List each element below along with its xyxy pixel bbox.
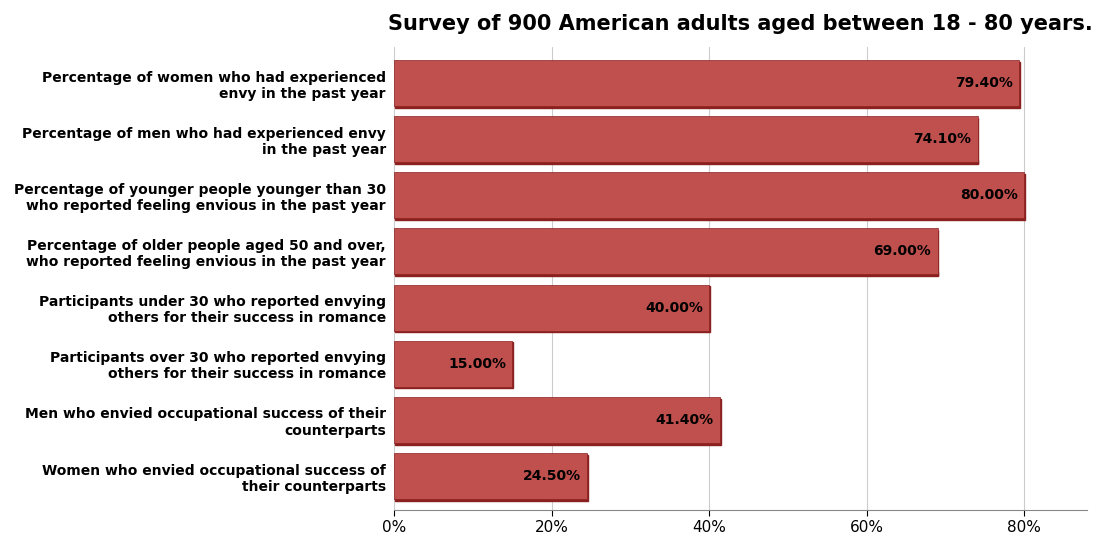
Bar xyxy=(394,397,720,443)
Text: 74.10%: 74.10% xyxy=(914,132,971,146)
Bar xyxy=(394,228,938,274)
Bar xyxy=(394,216,1024,220)
Bar xyxy=(394,384,512,389)
Bar xyxy=(394,328,709,332)
Bar xyxy=(394,441,720,445)
Bar xyxy=(394,60,1020,106)
Bar xyxy=(394,284,709,330)
Text: 69.00%: 69.00% xyxy=(873,244,931,259)
Text: 41.40%: 41.40% xyxy=(656,413,713,427)
Title: Survey of 900 American adults aged between 18 - 80 years.: Survey of 900 American adults aged betwe… xyxy=(389,14,1093,34)
Text: 80.00%: 80.00% xyxy=(960,188,1017,203)
Bar xyxy=(394,172,1024,219)
Bar xyxy=(394,272,938,276)
Text: 15.00%: 15.00% xyxy=(448,357,506,371)
Text: 40.00%: 40.00% xyxy=(645,301,702,315)
Bar xyxy=(394,497,587,501)
Text: 79.40%: 79.40% xyxy=(956,76,1013,90)
Bar xyxy=(394,453,587,499)
Bar xyxy=(394,104,1020,108)
Bar xyxy=(394,160,978,164)
Bar xyxy=(394,341,512,386)
Bar xyxy=(394,116,978,162)
Text: 24.50%: 24.50% xyxy=(523,469,581,483)
